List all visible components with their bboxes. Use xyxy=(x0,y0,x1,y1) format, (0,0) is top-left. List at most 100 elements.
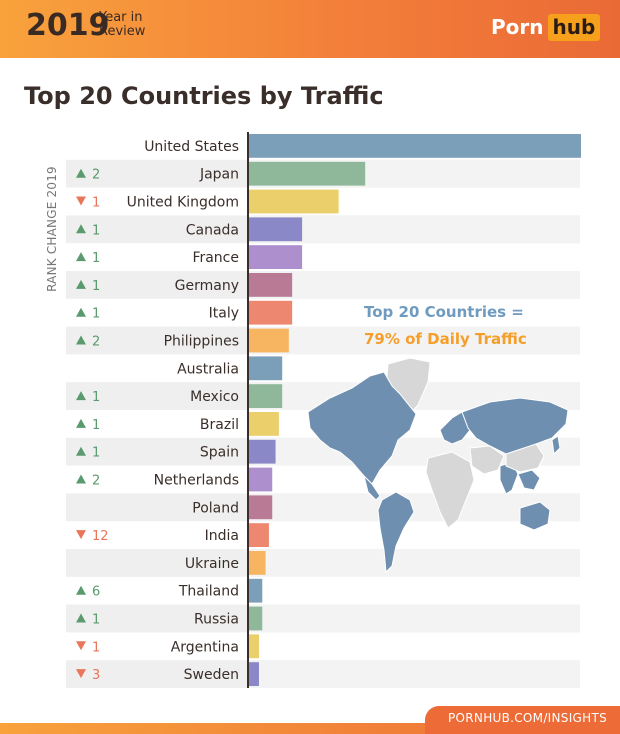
bar-thailand xyxy=(249,578,263,603)
bar-italy xyxy=(249,300,293,325)
bar-sweden xyxy=(249,662,259,686)
rank-change-value: 1 xyxy=(92,418,100,433)
rank-change-value: 1 xyxy=(92,279,100,294)
map-region-12 xyxy=(519,501,551,531)
map-region-5 xyxy=(461,397,569,455)
chart-title: Top 20 Countries by Traffic xyxy=(24,82,384,110)
rank-up-icon xyxy=(76,252,86,262)
country-label: Italy xyxy=(209,306,239,322)
rank-change-value: 2 xyxy=(92,168,100,183)
country-label: Netherlands xyxy=(154,473,239,489)
country-label: Sweden xyxy=(184,667,239,683)
rank-change-value: 12 xyxy=(92,529,109,544)
map-region-11 xyxy=(425,451,475,529)
pornhub-logo: Porn hub xyxy=(491,12,601,42)
country-label: Argentina xyxy=(171,639,239,655)
country-label: Spain xyxy=(200,445,239,461)
map-region-6 xyxy=(469,445,505,475)
rank-up-icon xyxy=(76,279,86,289)
rank-change-value: 2 xyxy=(92,335,100,350)
map-region-10 xyxy=(551,435,561,456)
rank-up-icon xyxy=(76,391,86,401)
review-text: Review xyxy=(99,24,146,39)
rank-change-value: 1 xyxy=(92,307,100,322)
rank-change-value: 6 xyxy=(92,585,100,600)
rank-up-icon xyxy=(76,168,86,178)
country-label: Ukraine xyxy=(185,556,239,572)
year-in-review-label: Year in Review xyxy=(99,11,145,39)
bar-ukraine xyxy=(249,551,266,575)
bar-brazil xyxy=(249,412,279,436)
country-label: Brazil xyxy=(200,417,239,433)
rank-change-value: 1 xyxy=(92,196,100,211)
map-region-1 xyxy=(307,371,417,485)
country-label: Poland xyxy=(192,500,239,516)
map-region-2 xyxy=(363,474,381,501)
country-label: Canada xyxy=(186,222,239,238)
country-label: Russia xyxy=(194,612,239,628)
country-label: France xyxy=(192,250,239,266)
rank-up-icon xyxy=(76,224,86,234)
footer-tab xyxy=(425,706,620,734)
map-region-8 xyxy=(517,469,541,491)
rank-up-icon xyxy=(76,613,86,623)
country-label: Thailand xyxy=(178,584,239,600)
row-band xyxy=(248,271,580,299)
rank-up-icon xyxy=(76,307,86,317)
row-band xyxy=(248,660,580,688)
country-label: Germany xyxy=(175,278,239,294)
rank-up-icon xyxy=(76,418,86,428)
rank-change-value: 1 xyxy=(92,251,100,266)
country-label: United States xyxy=(144,139,239,155)
footer-bar xyxy=(0,723,620,734)
bar-mexico xyxy=(249,384,283,408)
rank-down-icon xyxy=(76,196,86,206)
rank-up-icon xyxy=(76,474,86,484)
callout-line-1: Top 20 Countries = xyxy=(364,303,524,321)
rank-change-value: 1 xyxy=(92,390,100,405)
bar-argentina xyxy=(249,634,259,659)
country-label: Philippines xyxy=(164,334,239,350)
bar-france xyxy=(249,245,303,269)
bar-japan xyxy=(249,161,366,186)
map-region-9 xyxy=(505,443,545,473)
callout-line-2: 79% of Daily Traffic xyxy=(364,330,527,348)
world-map xyxy=(307,357,569,574)
rank-change-value: 1 xyxy=(92,640,100,655)
rank-up-icon xyxy=(76,446,86,456)
rank-change-value: 1 xyxy=(92,613,100,628)
bar-australia xyxy=(249,356,283,381)
bar-russia xyxy=(249,606,263,631)
country-label: Mexico xyxy=(190,389,239,405)
bar-india xyxy=(249,523,269,547)
rank-change-value: 1 xyxy=(92,223,100,238)
rank-up-icon xyxy=(76,585,86,595)
country-label: India xyxy=(205,528,239,544)
logo-porn-text: Porn xyxy=(491,15,544,39)
bar-poland xyxy=(249,495,273,520)
logo-hub-text: hub xyxy=(547,13,601,41)
bar-spain xyxy=(249,439,276,464)
bar-canada xyxy=(249,217,303,242)
row-band xyxy=(248,326,580,355)
row-band xyxy=(248,215,580,244)
rank-change-value: 1 xyxy=(92,446,100,461)
year-label: 2019 xyxy=(26,8,110,43)
bar-united-states xyxy=(249,134,581,158)
bar-philippines xyxy=(249,328,289,353)
row-band xyxy=(248,604,580,633)
rank-up-icon xyxy=(76,335,86,345)
country-label: Australia xyxy=(177,361,239,377)
row-band xyxy=(248,549,580,577)
bar-united-kingdom xyxy=(249,189,339,214)
footer-url: PORNHUB.COM/INSIGHTS xyxy=(448,711,608,725)
rank-down-icon xyxy=(76,641,86,651)
bar-netherlands xyxy=(249,467,273,492)
country-label: United Kingdom xyxy=(127,195,239,211)
rank-change-value: 3 xyxy=(92,668,100,683)
year-in-text: Year in xyxy=(99,10,143,25)
bar-germany xyxy=(249,273,293,297)
header-banner: 2019 Year in Review Porn hub xyxy=(0,0,620,58)
rank-down-icon xyxy=(76,669,86,679)
